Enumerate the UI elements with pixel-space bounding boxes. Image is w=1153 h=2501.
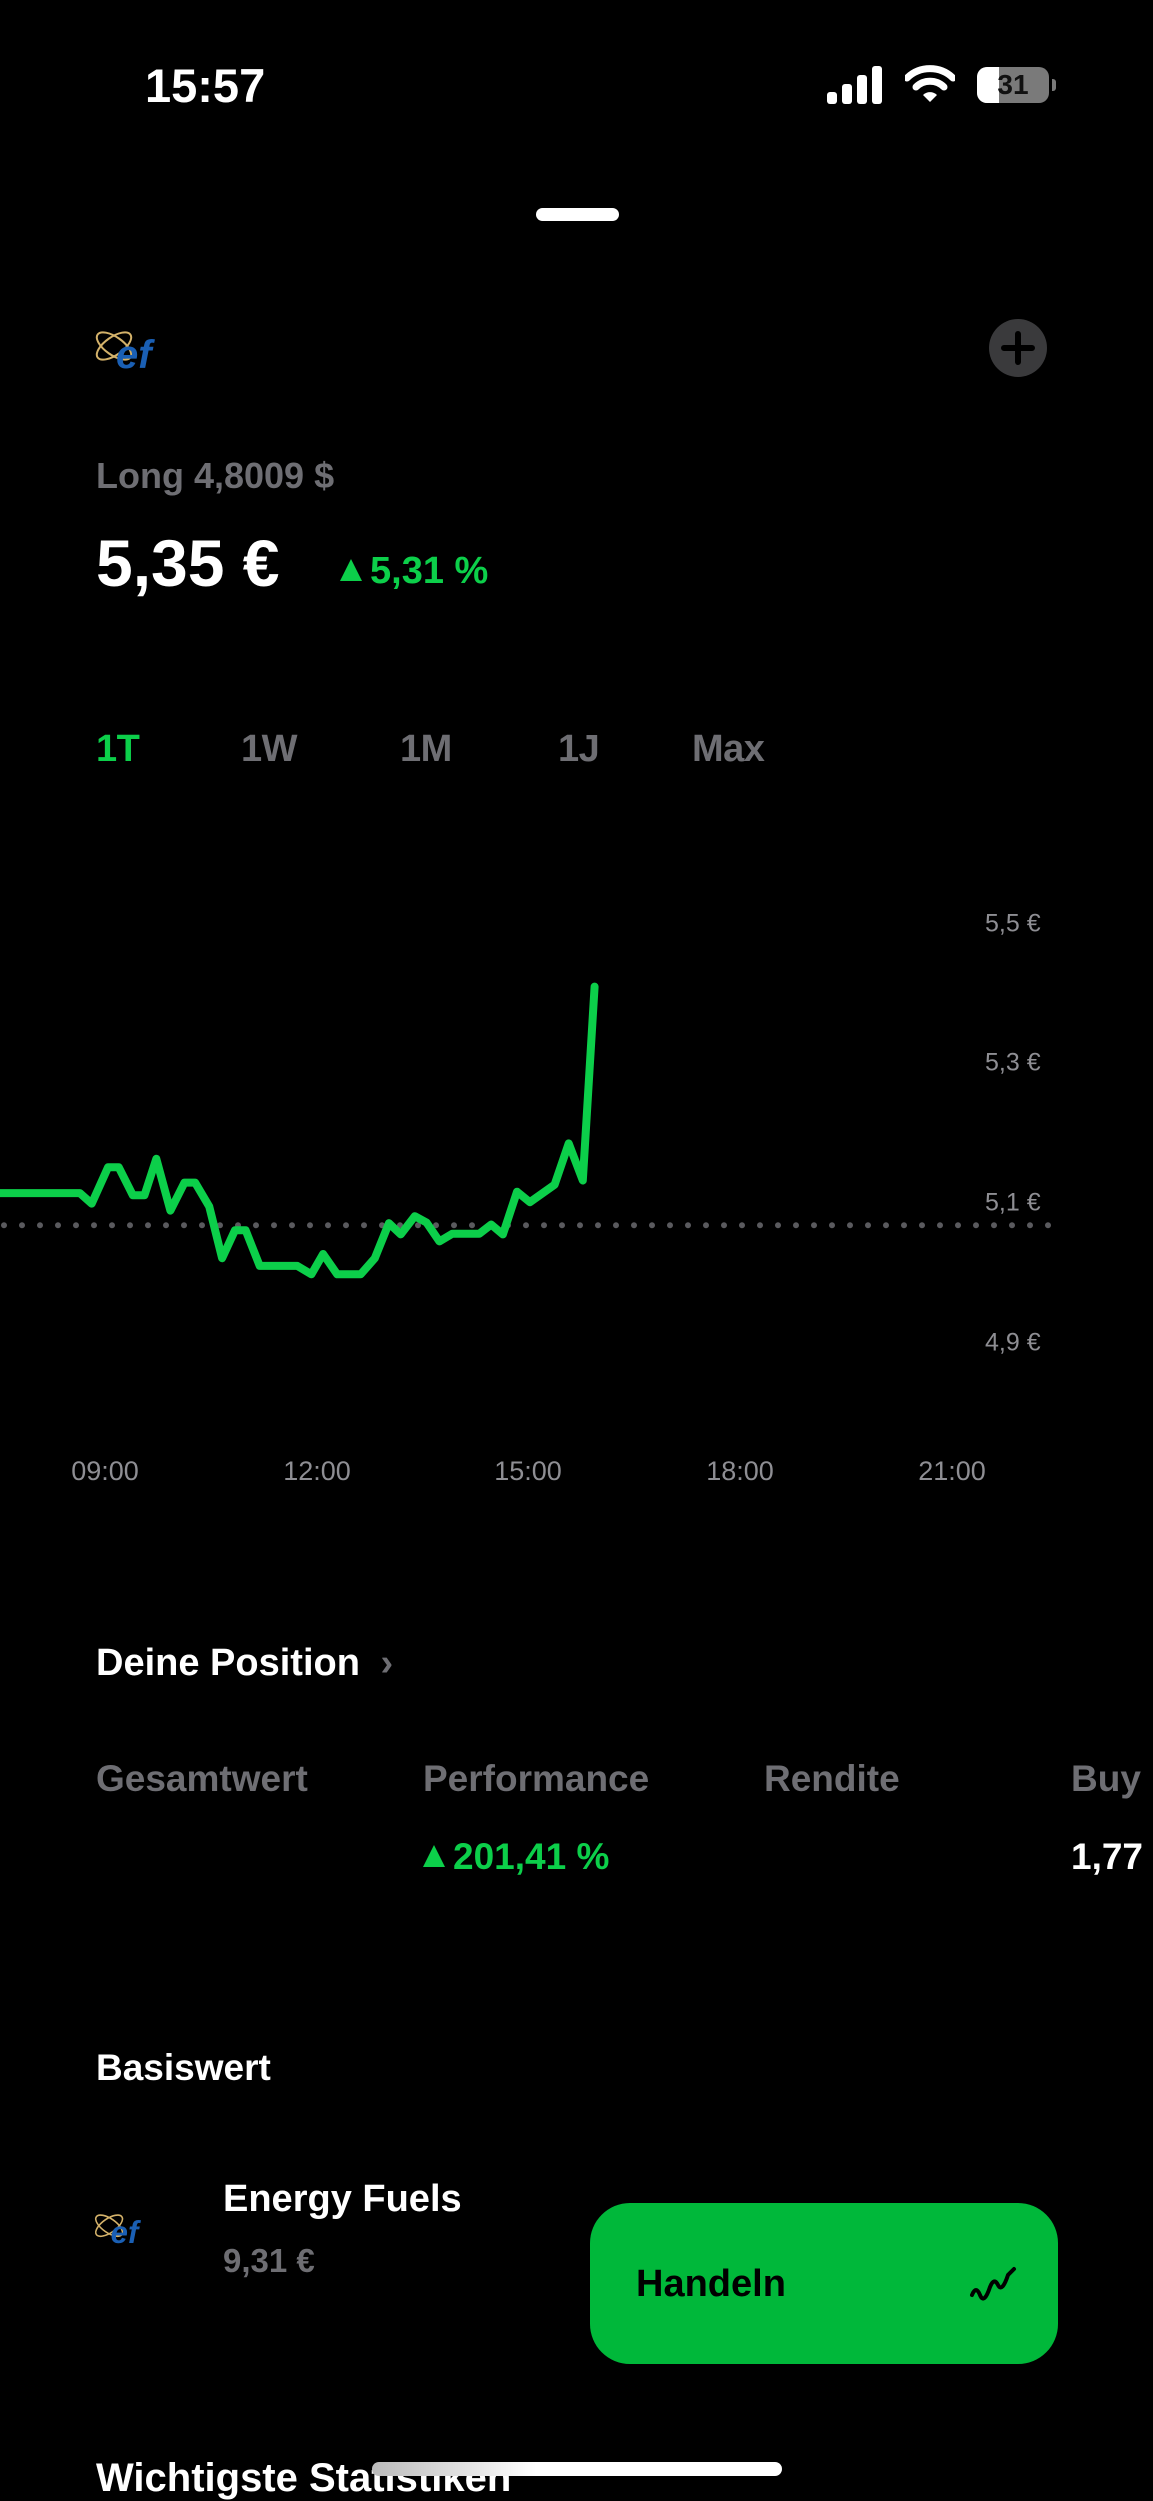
wifi-icon xyxy=(905,65,955,102)
trade-button-label: Handeln xyxy=(636,2263,786,2305)
x-tick-label: 12:00 xyxy=(283,1456,351,1486)
x-tick-label: 15:00 xyxy=(494,1456,562,1486)
underlying-price: 9,31 € xyxy=(223,2242,315,2279)
column-label: Gesamtwert xyxy=(96,1758,308,1799)
tab-1m[interactable]: 1M xyxy=(400,728,452,770)
sheet-grabber[interactable] xyxy=(536,208,619,221)
y-tick-label: 4,9 € xyxy=(985,1328,1041,1357)
battery-fill xyxy=(977,67,1000,103)
svg-text:ef: ef xyxy=(116,333,155,374)
tab-1j[interactable]: 1J xyxy=(558,728,600,770)
price-change-value: 5,31 % xyxy=(370,550,489,592)
up-triangle-icon xyxy=(340,559,362,581)
x-tick-label: 21:00 xyxy=(918,1456,986,1486)
buy-value: 1,77 xyxy=(1071,1836,1144,1877)
plus-icon xyxy=(1001,331,1035,365)
tab-1w[interactable]: 1W xyxy=(241,728,298,770)
status-time: 15:57 xyxy=(145,59,266,112)
y-tick-label: 5,5 € xyxy=(985,909,1041,938)
battery-indicator: 31 xyxy=(977,67,1049,103)
cellular-signal-icon xyxy=(827,66,882,104)
price-line xyxy=(0,982,599,1279)
tab-max[interactable]: Max xyxy=(692,728,765,770)
battery-cap xyxy=(1052,79,1056,91)
price-chart[interactable] xyxy=(0,0,1153,1500)
up-triangle-icon xyxy=(423,1845,445,1867)
column-label: Buy xyxy=(1071,1758,1141,1799)
tab-1t[interactable]: 1T xyxy=(96,728,140,770)
y-tick-label: 5,1 € xyxy=(985,1188,1041,1217)
instrument-subtitle: Long 4,8009 $ xyxy=(96,455,335,496)
svg-text:ef: ef xyxy=(111,2215,141,2248)
trend-line-icon xyxy=(970,2267,1016,2301)
add-to-watchlist-button[interactable] xyxy=(989,319,1047,377)
y-tick-label: 5,3 € xyxy=(985,1048,1041,1077)
trade-button[interactable]: Handeln xyxy=(590,2203,1058,2364)
x-tick-label: 18:00 xyxy=(706,1456,774,1486)
column-label: Performance xyxy=(423,1758,650,1799)
underlying-title: Basiswert xyxy=(96,2047,271,2088)
home-indicator[interactable] xyxy=(372,2462,782,2476)
underlying-logo: ef xyxy=(94,2214,141,2248)
current-price: 5,35 € xyxy=(96,526,280,600)
column-label: Rendite xyxy=(764,1758,900,1799)
chevron-right-icon: › xyxy=(380,1642,394,1684)
performance-value-text: 201,41 % xyxy=(453,1836,610,1877)
position-title: Deine Position xyxy=(96,1642,360,1684)
company-logo: ef xyxy=(95,331,155,374)
performance-value: 201,41 % xyxy=(423,1836,609,1878)
underlying-name: Energy Fuels xyxy=(223,2178,462,2220)
price-change: 5,31 % xyxy=(340,550,488,593)
underlying-row[interactable]: ef Energy Fuels 9,31 € xyxy=(0,2160,1153,2290)
battery-percent: 31 xyxy=(997,69,1029,100)
x-tick-label: 09:00 xyxy=(71,1456,139,1486)
position-section-link[interactable]: Deine Position › xyxy=(96,1642,393,1685)
